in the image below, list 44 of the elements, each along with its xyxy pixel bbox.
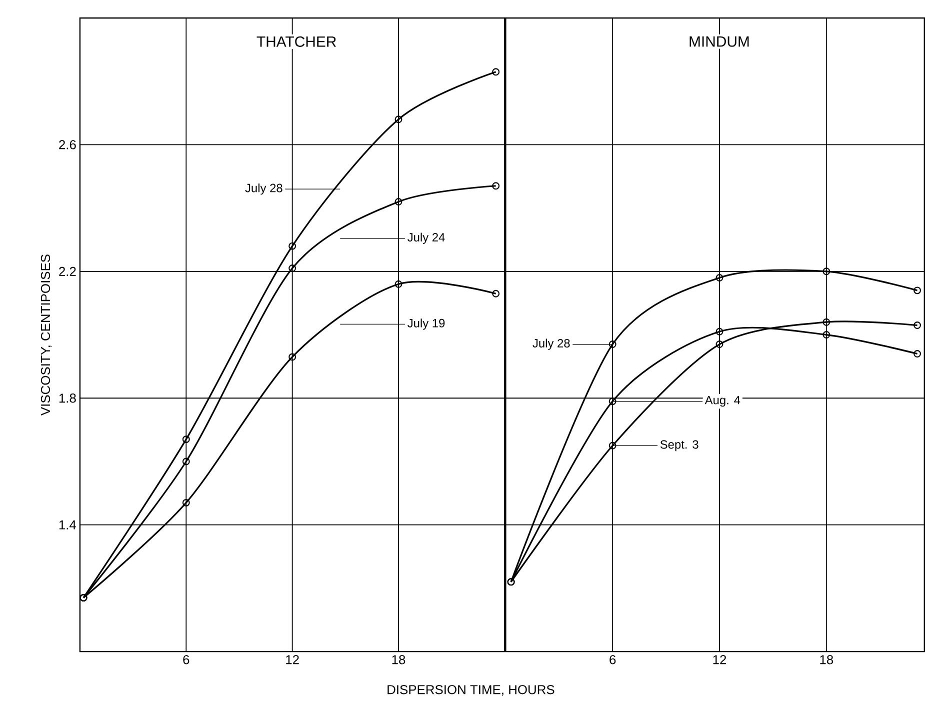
text: THATCHER <box>256 36 336 48</box>
text: July 28 <box>532 338 570 350</box>
point <box>288 242 296 250</box>
point <box>608 442 616 450</box>
point <box>394 280 402 288</box>
point <box>914 350 922 358</box>
point <box>716 274 724 282</box>
point <box>288 353 296 361</box>
x-tick-label: 18 <box>392 655 406 664</box>
legend-label: Sept. 3 <box>660 440 698 452</box>
x-tick-label: 12 <box>713 655 726 664</box>
point <box>492 182 500 190</box>
point <box>394 116 402 124</box>
y-tick-label: 1.8 <box>59 394 76 403</box>
point <box>182 499 190 507</box>
x-tick-label: 6 <box>183 655 190 664</box>
point <box>492 68 500 76</box>
point <box>608 340 616 348</box>
y-tick-label: 2.6 <box>59 140 76 150</box>
x-axis-title: DISPERSION TIME, HOURS <box>388 685 554 696</box>
y-tick-label: 1.4 <box>59 520 76 530</box>
point <box>822 331 830 339</box>
point <box>716 340 724 348</box>
text: July 19 <box>408 318 445 330</box>
x-tick-label: 18 <box>820 655 834 664</box>
legend-label: July 28 <box>245 184 282 195</box>
point <box>182 436 190 444</box>
text: Aug. 4 <box>704 396 740 407</box>
point <box>608 398 616 406</box>
point <box>914 322 922 330</box>
point <box>182 458 190 466</box>
point <box>288 264 296 272</box>
point <box>716 328 724 336</box>
point <box>822 268 830 276</box>
point <box>914 286 922 294</box>
y-axis-title: VISCOSITY, CENTIPOISES <box>40 254 52 416</box>
point <box>394 198 402 206</box>
x-tick-label: 12 <box>286 655 299 664</box>
y-tick-label: 2.2 <box>59 267 76 276</box>
text: July 24 <box>408 232 445 244</box>
text: MINDUM <box>690 36 749 48</box>
point <box>492 290 500 298</box>
point <box>822 318 830 326</box>
x-tick-label: 6 <box>610 655 616 664</box>
